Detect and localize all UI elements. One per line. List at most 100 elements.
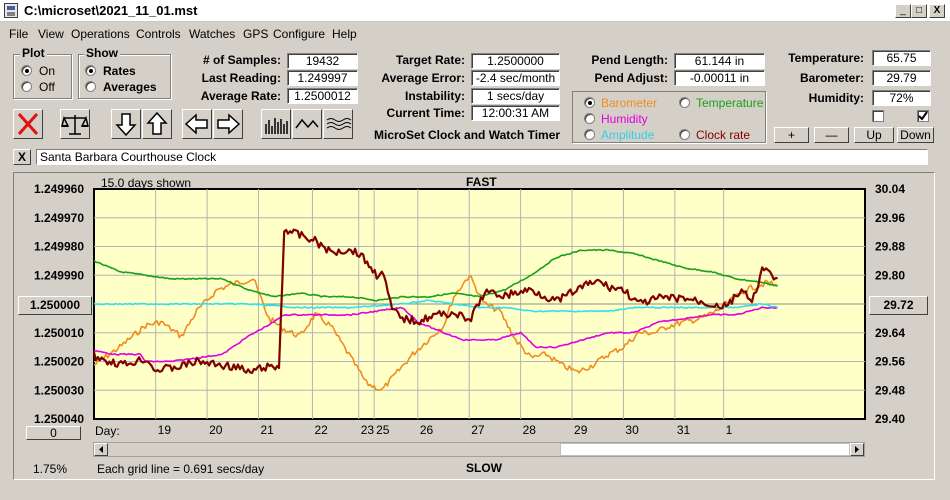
scroll-right-arrow[interactable] — [850, 443, 864, 456]
arrow-right-icon — [217, 113, 241, 135]
samples-value: 19432 — [287, 53, 358, 69]
last-reading-label: Last Reading: — [201, 71, 281, 85]
balance-button[interactable] — [60, 109, 90, 139]
right-axis-tick-label: 29.64 — [875, 326, 905, 340]
clock-close-button[interactable]: X — [13, 149, 31, 165]
series-barometer — [93, 275, 779, 392]
right-axis-box[interactable]: 29.72 — [869, 296, 928, 315]
menu-help[interactable]: Help — [332, 27, 357, 41]
sensor-clockrate-radio[interactable] — [679, 129, 690, 140]
bar-graph-button[interactable] — [261, 109, 291, 139]
samples-label: # of Samples: — [202, 53, 281, 67]
multi-wave-button[interactable] — [323, 109, 353, 139]
target-rate-value: 1.2500000 — [471, 53, 560, 69]
chart-title: FAST — [466, 175, 497, 189]
right-axis-tick-label: 29.80 — [875, 268, 905, 282]
balance-scale-icon — [61, 115, 89, 135]
checkbox-right[interactable] — [917, 110, 929, 122]
x-tick-label: 21 — [260, 423, 274, 437]
left-arrow-button[interactable] — [182, 109, 212, 139]
show-averages-radio[interactable] — [85, 81, 96, 92]
last-reading-value: 1.249997 — [287, 70, 358, 86]
menu-configure[interactable]: Configure — [273, 27, 326, 41]
menu-file[interactable]: File — [9, 27, 29, 41]
temperature-label: Temperature: — [788, 51, 864, 65]
sensor-temperature-radio[interactable] — [679, 97, 690, 108]
sensor-barometer-radio[interactable] — [584, 97, 595, 108]
bar-graph-icon — [265, 118, 288, 134]
grid-note: Each grid line = 0.691 secs/day — [97, 462, 265, 476]
days-shown-label: 15.0 days shown — [101, 176, 192, 190]
up-arrow-button[interactable] — [142, 109, 172, 139]
checkbox-left[interactable] — [872, 110, 884, 122]
scroll-thumb[interactable] — [560, 443, 850, 456]
arrow-up-icon — [146, 111, 168, 135]
sensor-barometer-label: Barometer — [601, 96, 658, 110]
scroll-left-arrow[interactable] — [94, 443, 108, 456]
right-axis-tick-label: 29.88 — [875, 240, 905, 254]
x-tick-label: 27 — [471, 423, 485, 437]
humidity-value: 72% — [872, 90, 931, 106]
title-bar: C:\microset\2021_11_01.mst _ □ X — [0, 0, 950, 22]
left-axis-tick-label: 1.249990 — [34, 268, 84, 282]
plot-off-radio[interactable] — [21, 81, 32, 92]
app-name: MicroSet Clock and Watch Timer — [374, 128, 561, 142]
show-rates-radio[interactable] — [85, 65, 96, 76]
average-rate-value: 1.2500012 — [287, 88, 358, 104]
sensor-clockrate-label: Clock rate — [696, 128, 751, 142]
wave-icon — [295, 118, 319, 129]
maximize-button[interactable]: □ — [911, 4, 927, 18]
series-humidity — [93, 306, 778, 363]
target-rate-label: Target Rate: — [395, 53, 465, 67]
stop-button[interactable] — [13, 109, 43, 139]
scroll-thumb-area[interactable] — [108, 443, 560, 456]
menu-controls[interactable]: Controls — [136, 27, 181, 41]
checkmark-icon — [918, 111, 928, 121]
menu-view[interactable]: View — [38, 27, 64, 41]
left-axis-tick-label: 1.250010 — [34, 326, 84, 340]
left-axis-tick-label: 1.249960 — [34, 182, 84, 196]
arrow-left-icon — [184, 113, 208, 135]
plot-off-label: Off — [39, 80, 55, 94]
menu-gps[interactable]: GPS — [243, 27, 269, 41]
clock-name-field[interactable]: Santa Barbara Courthouse Clock — [36, 149, 928, 165]
plot-on-radio[interactable] — [21, 65, 32, 76]
right-arrow-button[interactable] — [213, 109, 243, 139]
minimize-button[interactable]: _ — [895, 4, 911, 18]
sensor-humidity-radio[interactable] — [584, 113, 595, 124]
down-button[interactable]: Down — [897, 127, 934, 143]
bottom-left-box[interactable]: 0 — [26, 426, 81, 440]
current-time-label: Current Time: — [386, 106, 465, 120]
x-tick-label: 20 — [209, 423, 223, 437]
chart-bottom-label: SLOW — [466, 461, 502, 475]
up-button[interactable]: Up — [854, 127, 894, 143]
horizontal-scrollbar[interactable] — [93, 442, 865, 457]
barometer-value: 29.79 — [872, 70, 931, 86]
sensor-amplitude-radio[interactable] — [584, 129, 595, 140]
minus-button[interactable]: — — [814, 127, 849, 143]
multi-wave-icon — [326, 118, 352, 130]
right-axis-tick-label: 29.96 — [875, 211, 905, 225]
x-tick-label: 1 — [726, 423, 733, 437]
series-clock-rate — [92, 228, 778, 374]
x-tick-label: 31 — [677, 423, 691, 437]
down-arrow-button[interactable] — [111, 109, 141, 139]
menu-watches[interactable]: Watches — [189, 27, 236, 41]
menu-operations[interactable]: Operations — [71, 27, 130, 41]
right-axis-tick-label: 30.04 — [875, 182, 905, 196]
left-axis-tick-label: 1.250020 — [34, 355, 84, 369]
plot-on-label: On — [39, 64, 56, 78]
window-title: C:\microset\2021_11_01.mst — [24, 3, 198, 18]
plus-button[interactable]: + — [774, 127, 809, 143]
left-axis-box[interactable]: 1.250000 — [18, 296, 92, 315]
show-rates-label: Rates — [103, 64, 136, 78]
current-time-value: 12:00:31 AM — [471, 105, 560, 121]
wave-button[interactable] — [292, 109, 322, 139]
chart-panel — [13, 172, 935, 480]
sensor-amplitude-label: Amplitude — [601, 128, 655, 142]
sensor-humidity-label: Humidity — [601, 112, 648, 126]
close-button[interactable]: X — [929, 4, 945, 18]
pend-adjust-value: -0.00011 in — [674, 70, 765, 86]
pend-length-label: Pend Length: — [591, 53, 668, 67]
